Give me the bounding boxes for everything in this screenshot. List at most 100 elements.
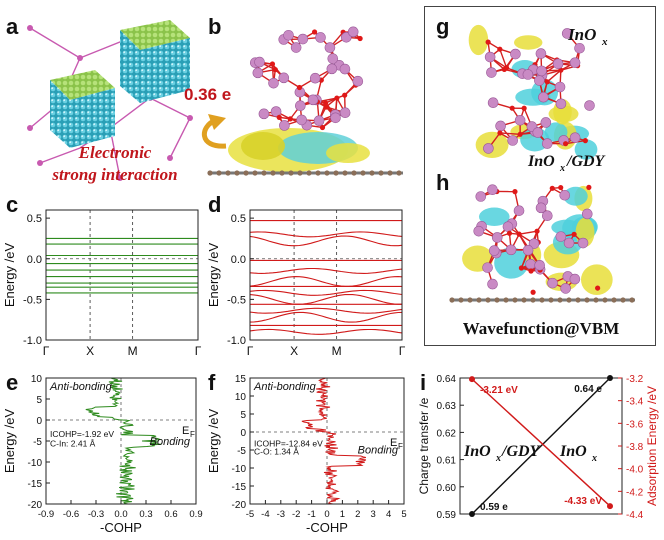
panel-g-label-sub: x	[601, 36, 608, 48]
x-tick-label: -0.9	[38, 509, 54, 520]
fermi-level-label: E	[390, 437, 397, 449]
oxygen-atom	[319, 124, 326, 131]
indium-atom	[542, 210, 553, 222]
panel-h-label-sub: x	[559, 163, 565, 174]
y-tick-label: -0.5	[23, 294, 42, 306]
carbon-atom	[225, 170, 231, 176]
inox-cube-small	[50, 70, 115, 148]
carbon-atom	[620, 297, 626, 303]
y-tick-label: 5	[36, 395, 42, 406]
indium-atom	[473, 225, 485, 237]
oxygen-atom	[503, 65, 510, 71]
panel-label-b: b	[208, 14, 222, 39]
carbon-atom	[521, 297, 527, 303]
panel-label-i: i	[420, 370, 427, 395]
oxygen-atom	[518, 265, 525, 271]
data-label: 0.59 e	[480, 502, 508, 513]
x-tick-label: X	[290, 344, 298, 358]
bond	[499, 132, 521, 135]
oxygen-atom	[528, 268, 534, 274]
x-axis-label: -COHP	[306, 520, 348, 535]
x-tick-label: -1	[307, 509, 315, 520]
indium-atom	[535, 48, 547, 59]
isosurface-lobe	[574, 139, 598, 160]
band-line	[249, 231, 403, 238]
oxygen-atom	[517, 131, 523, 137]
oxygen-atom	[342, 92, 348, 98]
carbon-atom	[548, 297, 554, 303]
carbon-atom	[279, 170, 285, 176]
y2-tick-label: -3.4	[626, 397, 644, 408]
category-label-inox-gdy: InO	[463, 443, 491, 460]
indium-atom	[536, 65, 547, 77]
series-point	[469, 376, 475, 383]
panel-a-illustration: Electronic strong interaction	[27, 20, 193, 184]
oxygen-atom	[512, 189, 518, 195]
y2-tick-label: -3.2	[626, 374, 644, 385]
y-axis-label: Charge transfer /e	[418, 397, 431, 494]
y-tick-label: 0.59	[437, 510, 457, 521]
y-tick-label: 0	[36, 416, 42, 427]
indium-atom	[352, 75, 364, 87]
panel-label-f: f	[208, 370, 216, 395]
y-tick-label: -10	[28, 458, 43, 469]
oxygen-atom	[269, 61, 276, 67]
bond-length: C-In: 2.41 Å	[50, 438, 96, 448]
y-tick-label: 0.5	[231, 213, 246, 225]
indium-atom	[569, 132, 581, 143]
band-line	[249, 276, 403, 287]
indium-atom	[555, 231, 567, 242]
carbon-atom	[584, 297, 590, 303]
carbon-atom	[351, 170, 357, 176]
indium-atom	[563, 237, 575, 249]
carbon-atom	[494, 297, 500, 303]
carbon-atom	[342, 170, 348, 176]
oxygen-atom	[272, 67, 278, 73]
x-tick-label: 0.3	[139, 509, 152, 520]
panel-label-h: h	[436, 170, 450, 195]
oxygen-atom	[276, 114, 282, 120]
carbon-atom	[449, 297, 455, 303]
indium-atom	[540, 117, 552, 128]
fermi-level-sub: F	[398, 442, 403, 451]
indium-atom	[528, 238, 540, 249]
indium-atom	[532, 127, 544, 138]
x-tick-label: -0.3	[88, 509, 104, 520]
oxygen-atom	[586, 184, 592, 190]
series-line	[471, 378, 611, 507]
indium-atom	[569, 273, 581, 285]
y-axis-label: Energy /eV	[206, 409, 221, 474]
cluster-atoms	[249, 26, 364, 131]
caption-electronic: Electronic	[78, 143, 152, 162]
indium-atom	[484, 51, 496, 63]
x-tick-label: 0.9	[189, 509, 202, 520]
oxygen-atom	[549, 185, 555, 191]
carbon-atom	[602, 297, 608, 303]
indium-atom	[330, 112, 341, 124]
indium-atom	[297, 33, 309, 45]
indium-atom	[258, 108, 270, 120]
indium-atom	[295, 100, 306, 112]
x-tick-label: M	[128, 344, 138, 358]
indium-atom	[505, 244, 517, 256]
indium-atom	[538, 91, 549, 103]
x-tick-label: Γ	[247, 344, 254, 358]
isosurface-lobe	[478, 207, 510, 227]
category-label-inox-gdy-suffix: /GDY	[501, 443, 541, 460]
y-tick-label: 0	[240, 428, 246, 439]
x-tick-label: 1	[340, 509, 345, 520]
y-tick-label: 15	[235, 374, 247, 385]
carbon-atom	[611, 297, 617, 303]
indium-atom	[513, 205, 525, 216]
indium-atom	[326, 63, 338, 75]
indium-atom	[296, 114, 307, 126]
carbon-atom	[593, 297, 599, 303]
oxygen-atom	[311, 29, 318, 35]
carbon-atom	[387, 170, 393, 176]
anti-bonding-label: Anti-bonding	[49, 381, 113, 393]
x-tick-label: Γ	[399, 344, 406, 358]
x-tick-label: -4	[261, 509, 269, 520]
band-line	[249, 235, 403, 247]
y2-tick-label: -4.4	[626, 510, 644, 521]
indium-atom	[554, 81, 566, 93]
